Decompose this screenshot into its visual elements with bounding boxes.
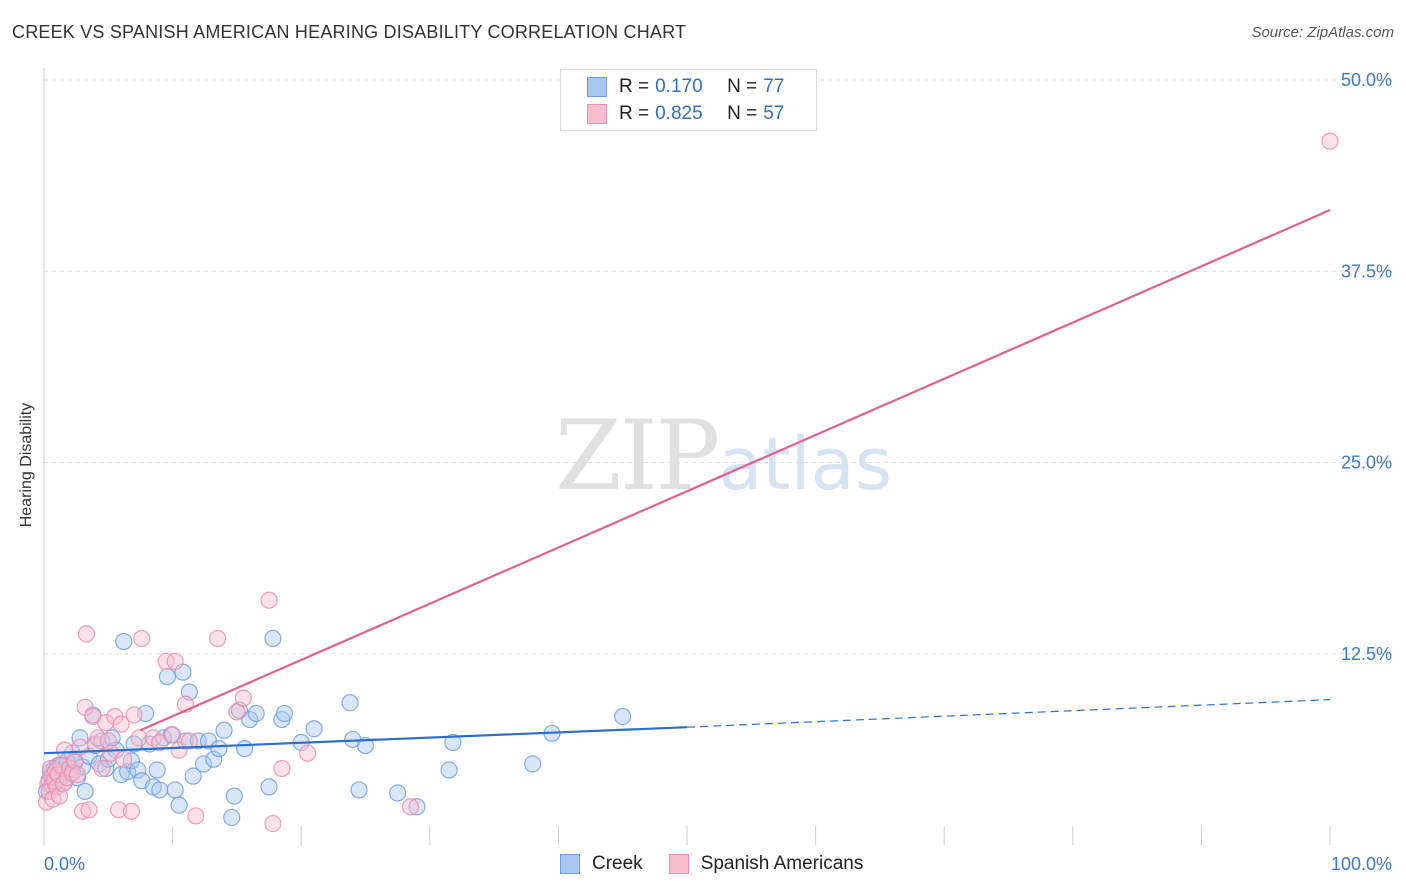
y-tick-label: 25.0% (1341, 453, 1392, 473)
creek-r-label: R = (619, 76, 650, 97)
creek-point (614, 707, 632, 726)
creek-trend-line (43, 726, 688, 755)
spanish-point (164, 726, 182, 744)
creek-swatch (587, 77, 607, 97)
spanish-point (157, 652, 175, 671)
watermark-zip: ZIP (555, 400, 720, 512)
spanish-r-label: R = (619, 103, 650, 124)
creek-point (194, 755, 213, 773)
creek-point (148, 761, 166, 779)
creek-point (356, 736, 375, 755)
creek-point (225, 787, 243, 805)
spanish-point (209, 629, 227, 648)
creek-point (210, 740, 228, 758)
spanish-point (130, 729, 148, 747)
spanish-point (68, 766, 87, 784)
x-tick-label-min: 0.0% (44, 854, 85, 874)
creek-point (247, 704, 265, 723)
creek-point (444, 733, 462, 752)
spanish-point (180, 732, 198, 750)
creek-point (76, 782, 94, 801)
spanish-trend-line (140, 209, 1331, 732)
creek-point (408, 798, 426, 816)
chart-title: CREEK VS SPANISH AMERICAN HEARING DISABI… (12, 22, 687, 42)
spanish-n-label: N = (727, 103, 758, 124)
creek-point (184, 767, 202, 785)
creek-point (260, 778, 278, 796)
creek-point (236, 740, 254, 758)
spanish-point (264, 814, 282, 833)
creek-point (524, 755, 542, 773)
spanish-point (109, 801, 128, 819)
spanish-point (260, 591, 278, 609)
spanish-point (228, 703, 246, 721)
x-tick-label-max: 100.0% (1331, 854, 1392, 874)
spanish-point (187, 807, 205, 825)
spanish-point (115, 750, 133, 768)
creek-point (170, 796, 188, 814)
y-axis-label: Hearing Disability (18, 402, 35, 528)
spanish-point (133, 629, 151, 648)
spanish-point (112, 715, 130, 733)
spanish-point (122, 802, 141, 820)
legend-spanish-label: Spanish Americans (700, 853, 864, 874)
creek-n-value: 77 (763, 76, 785, 97)
spanish-point (401, 798, 420, 816)
source-label: Source: ZipAtlas.com (1251, 24, 1394, 41)
spanish-point (234, 689, 252, 707)
creek-point (71, 729, 89, 747)
spanish-point (125, 706, 143, 724)
spanish-point (273, 759, 291, 778)
spanish-point (80, 801, 98, 819)
creek-point (151, 781, 169, 799)
creek-point (215, 721, 233, 739)
creek-point (129, 761, 147, 779)
creek-point (275, 704, 294, 723)
creek-point (264, 629, 282, 648)
creek-point (389, 784, 407, 802)
spanish-point (299, 744, 317, 762)
legend-row-spanish: R = 0.825 N = 57 (587, 101, 784, 127)
legend-item-spanish: Spanish Americans (668, 853, 864, 875)
creek-point (305, 720, 323, 738)
legend-row-creek: R = 0.170 N = 77 (587, 74, 784, 100)
spanish-point (73, 802, 92, 820)
series-legend: Creek Spanish Americans (560, 851, 889, 877)
creek-point (223, 808, 241, 827)
spanish-point (93, 759, 111, 778)
spanish-point (77, 625, 96, 643)
creek-point (166, 781, 184, 799)
creek-n-label: N = (727, 76, 758, 97)
spanish-swatch (587, 104, 607, 124)
creek-point (341, 694, 359, 712)
creek-point (205, 750, 223, 768)
spanish-point (89, 729, 107, 747)
legend-item-creek: Creek (560, 853, 643, 875)
creek-point (158, 668, 177, 686)
legend-creek-swatch (560, 854, 580, 874)
legend-creek-label: Creek (592, 853, 643, 874)
spanish-point (166, 652, 184, 671)
creek-point (241, 710, 259, 729)
y-tick-label: 37.5% (1341, 261, 1392, 281)
legend-spanish-swatch (668, 854, 689, 874)
creek-r-value: 0.170 (655, 76, 703, 97)
spanish-point (151, 733, 169, 752)
spanish-point (1321, 132, 1339, 150)
correlation-legend: R = 0.170 N = 77 R = 0.825 N = 57 (560, 69, 817, 131)
creek-point (115, 632, 133, 651)
y-tick-label: 12.5% (1341, 644, 1392, 664)
creek-trend-extension (686, 699, 1331, 728)
y-tick-label: 50.0% (1341, 70, 1392, 90)
creek-point (440, 761, 458, 779)
spanish-n-value: 57 (763, 103, 785, 124)
creek-point (350, 781, 368, 799)
zipatlas-watermark: ZIPatlas (555, 400, 892, 512)
spanish-r-value: 0.825 (655, 103, 703, 124)
